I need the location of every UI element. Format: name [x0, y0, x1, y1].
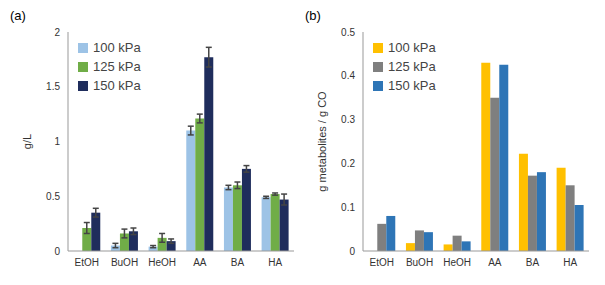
svg-text:HA: HA: [268, 257, 282, 268]
svg-text:0.5: 0.5: [46, 191, 60, 202]
svg-text:0: 0: [54, 246, 60, 257]
svg-text:EtOH: EtOH: [75, 257, 99, 268]
svg-text:0.4: 0.4: [341, 70, 355, 81]
html-text:150 kPa: 150 kPa: [388, 78, 436, 93]
svg-text:g/L: g/L: [21, 134, 33, 149]
svg-text:HA: HA: [563, 257, 577, 268]
svg-text:BuOH: BuOH: [111, 257, 138, 268]
html-text:100 kPa: 100 kPa: [93, 40, 141, 55]
svg-text:AA: AA: [193, 257, 207, 268]
svg-text:0.2: 0.2: [341, 158, 355, 169]
svg-text:g metabolites / g CO: g metabolites / g CO: [316, 91, 328, 192]
svg-text:BA: BA: [231, 257, 245, 268]
svg-text:0.5: 0.5: [341, 27, 355, 38]
svg-text:1.5: 1.5: [46, 81, 60, 92]
svg-text:BuOH: BuOH: [406, 257, 433, 268]
html-text:150 kPa: 150 kPa: [93, 78, 141, 93]
html-text:125 kPa: 125 kPa: [388, 59, 436, 74]
html-text:100 kPa: 100 kPa: [388, 40, 436, 55]
html-text:(b): (b): [305, 8, 321, 23]
svg-text:HeOH: HeOH: [148, 257, 176, 268]
svg-text:0: 0: [349, 246, 355, 257]
svg-text:BA: BA: [526, 257, 540, 268]
svg-text:1: 1: [54, 136, 60, 147]
svg-text:HeOH: HeOH: [443, 257, 471, 268]
svg-text:0.3: 0.3: [341, 114, 355, 125]
html-text:(a): (a): [10, 8, 26, 23]
svg-text:AA: AA: [488, 257, 502, 268]
svg-text:0.1: 0.1: [341, 202, 355, 213]
svg-text:2: 2: [54, 27, 60, 38]
html-text:125 kPa: 125 kPa: [93, 59, 141, 74]
svg-text:EtOH: EtOH: [370, 257, 394, 268]
